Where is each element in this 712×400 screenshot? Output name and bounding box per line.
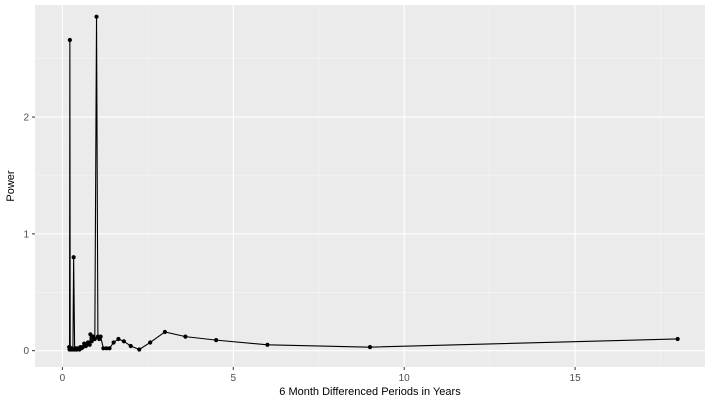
x-tick-label: 0	[60, 373, 66, 384]
x-tick-label: 10	[399, 373, 411, 384]
data-point	[675, 336, 680, 342]
data-points	[67, 14, 680, 352]
minor-gridlines	[35, 5, 705, 367]
y-axis-title: Power	[5, 170, 17, 202]
plot-panel	[35, 5, 705, 367]
x-axis-ticks: 0 5 10 15	[60, 367, 582, 384]
data-point	[83, 343, 89, 349]
data-point	[101, 346, 106, 351]
y-tick-label: 0	[23, 346, 29, 357]
data-point	[92, 336, 97, 342]
data-point	[94, 14, 99, 19]
major-gridlines	[35, 5, 705, 367]
data-point	[162, 329, 167, 335]
data-point	[265, 342, 270, 347]
data-point	[107, 346, 112, 351]
data-point	[137, 347, 142, 352]
data-point	[111, 340, 116, 345]
y-tick-label: 2	[23, 113, 29, 124]
data-point	[87, 342, 92, 347]
data-point	[367, 345, 373, 350]
x-axis-title: 6 Month Differenced Periods in Years	[279, 386, 461, 398]
y-tick-label: 1	[23, 229, 29, 240]
y-axis-ticks: 0 1 2	[23, 113, 35, 357]
data-point	[67, 37, 72, 43]
x-tick-label: 15	[570, 373, 582, 384]
data-point	[98, 334, 103, 339]
data-point	[214, 338, 219, 343]
data-point	[128, 343, 133, 349]
data-point	[104, 346, 109, 351]
data-point	[121, 339, 126, 344]
data-point	[148, 340, 153, 345]
data-point	[88, 332, 93, 337]
data-point	[89, 339, 94, 344]
data-point	[116, 336, 121, 342]
x-tick-label: 5	[230, 373, 236, 384]
data-point	[183, 334, 188, 339]
data-point	[71, 255, 76, 260]
